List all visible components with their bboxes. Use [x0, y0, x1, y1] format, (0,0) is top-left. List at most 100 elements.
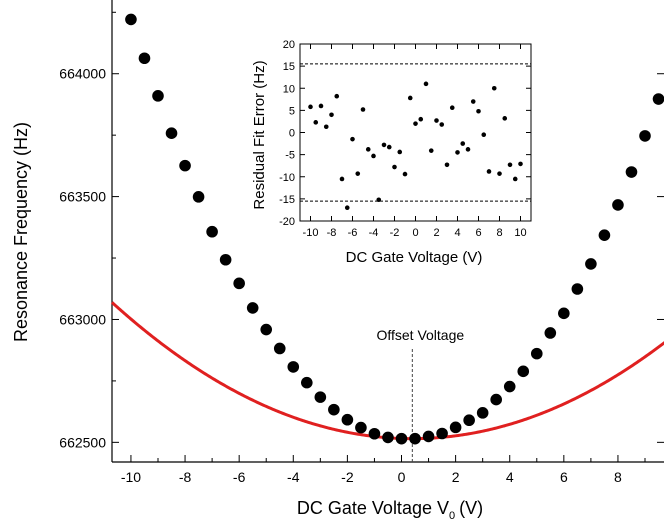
inset-x-tick-label: -4: [369, 227, 379, 239]
main-x-tick-label: -10: [121, 469, 141, 485]
inset-x-tick-label: 2: [433, 227, 439, 239]
inset-data-point: [413, 121, 418, 126]
inset-x-tick-label: -2: [390, 227, 400, 239]
main-data-point: [355, 421, 367, 434]
inset-threshold-lines: [300, 63, 531, 202]
inset-y-axis-label: Residual Fit Error (Hz): [251, 60, 268, 209]
main-data-point: [490, 393, 502, 406]
inset-data-point: [497, 171, 502, 176]
main-x-tick-label: 0: [398, 469, 406, 485]
inset-data-point: [465, 147, 471, 152]
main-y-tick-label: 662500: [59, 434, 106, 450]
main-data-point: [530, 347, 543, 360]
main-data-point: [625, 166, 638, 178]
main-x-tick-label: -6: [233, 469, 246, 485]
main-data-point: [165, 127, 178, 139]
inset-data-point: [350, 136, 355, 142]
inset-data-point: [402, 171, 408, 177]
main-data-point: [341, 413, 354, 426]
main-data-point: [652, 93, 664, 105]
inset-x-tick-labels: -10 -8 -6 -4 -2 0 2 4 6 8 10: [303, 227, 527, 239]
inset-data-point: [476, 108, 481, 114]
inset-x-axis-label: DC Gate Voltage (V): [346, 249, 483, 266]
main-data-point: [179, 159, 191, 172]
main-x-tick-label: 8: [614, 469, 622, 485]
main-data-point: [368, 427, 381, 440]
inset-data-point: [355, 171, 361, 176]
main-x-tick-label: -8: [179, 469, 192, 485]
inset-data-point: [381, 142, 387, 148]
offset-voltage-label: Offset Voltage: [376, 327, 464, 343]
main-data-point: [585, 258, 597, 270]
inset-x-tick-label: 0: [412, 227, 418, 239]
main-data-point: [192, 191, 205, 203]
inset-y-tick-label: 15: [283, 61, 295, 73]
inset-data-point: [323, 124, 329, 130]
inset-data-point: [392, 164, 397, 170]
main-x-tick-label: -4: [287, 469, 300, 485]
inset-y-tick-label: 10: [283, 83, 295, 95]
main-data-point: [612, 199, 624, 211]
main-data-point: [206, 225, 218, 238]
main-data-point: [314, 391, 327, 403]
main-plot-frame: [111, 0, 664, 463]
inset-data-point: [318, 103, 324, 109]
main-data-point: [463, 414, 475, 427]
inset-y-tick-label: -10: [279, 172, 295, 184]
inset-data-point: [423, 81, 429, 87]
inset-data-point: [481, 132, 487, 138]
inset-data-point: [360, 107, 366, 112]
main-y-tick-label: 664000: [59, 66, 106, 82]
main-x-tick-label: 6: [560, 469, 568, 485]
inset-y-tick-label: -5: [285, 150, 295, 162]
inset-data-point: [376, 197, 382, 203]
main-x-tick-label: 2: [452, 469, 460, 485]
inset-data-point: [344, 205, 350, 211]
main-y-tick-label: 663000: [59, 311, 106, 327]
inset-data-point: [308, 104, 313, 110]
inset-data-point: [365, 147, 371, 152]
main-data-point: [476, 407, 489, 419]
main-data-point: [558, 307, 570, 320]
inset-y-tick-label: 5: [289, 105, 295, 117]
main-x-axis-label-unit: (V): [459, 498, 483, 518]
main-data-point: [301, 376, 313, 389]
main-data-point: [639, 130, 651, 142]
inset-data-point: [455, 150, 460, 155]
main-data-points: [125, 13, 664, 445]
inset-data-point: [444, 162, 450, 168]
inset-y-tick-label: -20: [279, 216, 295, 228]
inset-data-point: [329, 112, 334, 118]
inset-data-points: [308, 81, 523, 211]
inset-y-tick-labels: -20 -15 -10 -5 0 5 10 15 20: [279, 39, 295, 228]
main-data-point: [233, 277, 245, 290]
main-data-point: [246, 302, 259, 314]
fit-curve-path: [110, 301, 664, 441]
main-x-tick-label: 4: [506, 469, 514, 485]
inset-y-tick-label: 20: [283, 39, 295, 51]
inset-x-tick-label: 4: [454, 227, 460, 239]
main-data-point: [503, 380, 516, 393]
inset-data-point: [518, 161, 523, 167]
main-data-point: [395, 432, 408, 445]
main-data-point: [219, 253, 232, 266]
main-fit-curve: [110, 301, 664, 441]
inset-data-point: [502, 116, 508, 121]
inset-data-point: [386, 144, 392, 150]
inset-y-tick-label: 0: [289, 128, 295, 140]
inset-data-point: [407, 95, 413, 101]
main-x-axis-label-subscript: 0: [449, 510, 455, 522]
main-data-point: [138, 52, 151, 65]
main-data-point: [382, 431, 394, 444]
inset-data-point: [313, 120, 319, 125]
main-x-axis-label: DC Gate Voltage V0 (V): [297, 498, 483, 522]
inset-x-tick-label: 10: [514, 227, 526, 239]
inset-data-point: [486, 169, 492, 174]
main-data-point: [571, 283, 584, 295]
inset-x-tick-label: 6: [475, 227, 481, 239]
main-data-point: [598, 229, 611, 241]
main-data-point: [152, 90, 164, 102]
inset-data-point: [449, 105, 455, 111]
